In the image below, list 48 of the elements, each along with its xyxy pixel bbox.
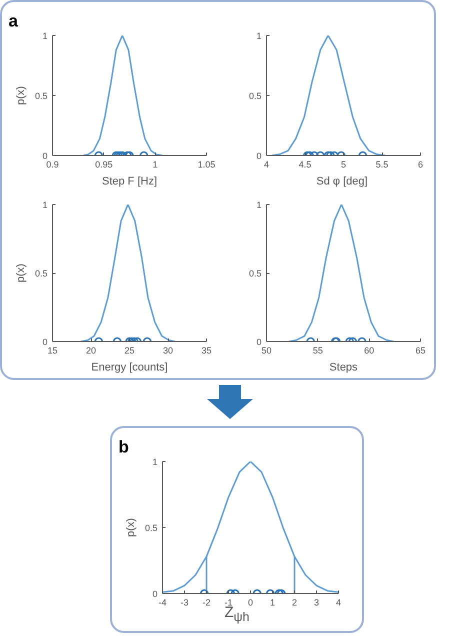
x-tick-label: 0.95 [95, 160, 113, 170]
x-axis-title: Energy [counts] [91, 362, 168, 374]
x-tick-label: 50 [261, 346, 272, 356]
x-tick-label: 4 [336, 598, 342, 608]
y-tick-label: 1 [152, 457, 158, 467]
y-axis-title: p(x) [14, 86, 27, 105]
text: b [118, 438, 129, 456]
x-tick-label: 25 [124, 346, 135, 356]
x-tick-label: 65 [415, 346, 426, 356]
x-tick-label: 2 [292, 598, 298, 608]
x-tick-label: 5.5 [376, 160, 388, 170]
x-tick-label: 6 [418, 160, 424, 170]
y-tick-label: 0 [256, 151, 262, 161]
x-tick-label: -3 [180, 598, 189, 608]
y-tick-label: 0.5 [144, 523, 158, 533]
x-axis-title: Sd φ [deg] [316, 176, 368, 188]
y-tick-label: 1 [42, 31, 48, 41]
x-tick-label: 4.5 [298, 160, 312, 170]
x-tick-label: 4 [264, 160, 270, 170]
x-tick-label: 55 [312, 346, 323, 356]
y-tick-label: 0.5 [34, 91, 48, 101]
x-tick-label: 15 [47, 346, 58, 356]
y-tick-label: 0 [256, 337, 262, 347]
y-axis-title: p(x) [124, 518, 137, 537]
y-tick-label: 0 [152, 589, 158, 599]
y-tick-label: 1 [256, 31, 262, 41]
x-tick-label: 20 [86, 346, 96, 356]
y-tick-label: 1 [256, 200, 262, 210]
x-axis-title: Step F [Hz] [102, 176, 158, 188]
text: a [8, 12, 18, 30]
x-tick-label: 3 [314, 598, 320, 608]
y-tick-label: 1 [42, 200, 48, 210]
y-tick-label: 0.5 [248, 91, 262, 101]
x-tick-label: 0.9 [46, 160, 59, 170]
x-tick-label: -4 [158, 598, 167, 608]
y-tick-label: 0.5 [248, 268, 262, 278]
y-axis-title: p(x) [14, 264, 27, 282]
y-tick-label: 0.5 [34, 268, 48, 278]
x-tick-label: 5 [340, 160, 346, 170]
x-tick-label: 1.05 [198, 160, 216, 170]
x-tick-label: 30 [162, 346, 174, 356]
y-tick-label: 0 [42, 337, 48, 347]
x-tick-label: 60 [364, 346, 374, 356]
y-tick-label: 0 [42, 151, 48, 161]
x-axis-title: Steps [329, 362, 358, 374]
x-tick-label: -2 [202, 598, 211, 608]
x-tick-label: 35 [201, 346, 212, 356]
x-tick-label: 1 [270, 598, 276, 608]
